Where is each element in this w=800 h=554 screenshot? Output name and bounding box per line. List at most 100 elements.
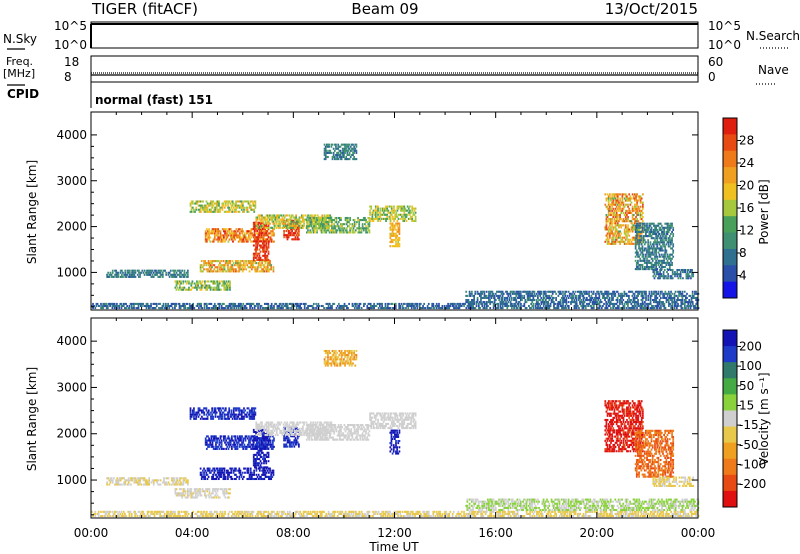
echo-cell: [170, 304, 173, 308]
echo-cell: [323, 158, 326, 161]
echo-cell: [414, 219, 417, 222]
echo-cell: [496, 302, 498, 305]
echo-cell: [328, 216, 331, 220]
echo-cell: [621, 195, 624, 198]
echo-cell: [529, 294, 531, 297]
echo-cell: [267, 232, 270, 235]
echo-cell: [642, 259, 645, 262]
echo-cell: [565, 307, 568, 310]
echo-cell: [249, 206, 252, 209]
echo-cell: [689, 307, 692, 310]
echo-cell: [222, 264, 225, 267]
echo-cell: [280, 214, 283, 217]
echo-cell: [480, 299, 482, 302]
echo-cell: [407, 302, 410, 305]
echo-cell: [317, 304, 320, 308]
echo-cell: [631, 304, 634, 308]
echo-cell: [238, 240, 241, 243]
echo-cell: [295, 222, 297, 225]
nsky-panel-frame: [90, 21, 699, 49]
echo-cell: [649, 301, 652, 304]
echo-cell: [291, 227, 293, 231]
echo-cell: [639, 197, 642, 200]
echo-cell: [175, 275, 178, 278]
echo-cell: [695, 302, 698, 305]
echo-cell: [553, 304, 555, 308]
echo-cell: [636, 199, 639, 202]
echo-cell: [168, 271, 171, 274]
echo-cell: [391, 226, 394, 229]
echo-cell: [672, 233, 675, 236]
echo-cell: [682, 294, 685, 297]
echo-cell: [131, 307, 134, 310]
echo-cell: [217, 282, 220, 285]
echo-cell: [668, 253, 671, 256]
echo-cell: [197, 307, 200, 310]
echo-cell: [267, 216, 270, 219]
echo-cell: [410, 215, 412, 218]
echo-cell: [402, 205, 404, 208]
echo-cell: [219, 234, 222, 237]
echo-cell: [513, 299, 515, 302]
echo-cell: [539, 304, 542, 308]
echo-cell: [654, 251, 656, 254]
echo-cell: [174, 269, 177, 272]
echo-cell: [247, 202, 250, 205]
echo-cell: [108, 512, 110, 515]
echo-cell: [259, 307, 262, 310]
echo-cell: [243, 232, 246, 235]
echo-cell: [614, 230, 617, 233]
echo-cell: [138, 275, 140, 278]
echo-cell: [158, 307, 160, 310]
echo-cell: [105, 302, 108, 305]
echo-cell: [262, 268, 265, 271]
echo-cell: [589, 296, 592, 299]
echo-cell: [548, 294, 551, 297]
echo-cell: [211, 210, 213, 213]
echo-cell: [386, 217, 389, 220]
echo-cell: [236, 236, 239, 239]
echo-cell: [227, 202, 229, 205]
echo-cell: [665, 299, 668, 302]
echo-cell: [346, 149, 349, 152]
echo-cell: [155, 269, 157, 272]
echo-cell: [635, 195, 637, 198]
echo-cell: [320, 223, 323, 226]
echo-cell: [667, 263, 670, 266]
echo-cell: [379, 209, 382, 212]
echo-cell: [395, 211, 398, 214]
echo-cell: [240, 236, 242, 239]
echo-cell: [651, 259, 654, 262]
echo-cell: [546, 301, 548, 304]
echo-cell: [217, 260, 220, 263]
echo-cell: [605, 226, 608, 229]
echo-cell: [323, 221, 325, 224]
echo-cell: [211, 262, 213, 265]
echo-cell: [627, 304, 629, 308]
echo-cell: [159, 271, 162, 274]
echo-cell: [344, 158, 346, 161]
echo-cell: [221, 202, 224, 205]
echo-cell: [249, 304, 251, 308]
echo-cell: [207, 232, 209, 235]
echo-cell: [680, 307, 683, 310]
echo-cell: [630, 211, 633, 214]
echo-cell: [240, 264, 243, 267]
echo-cell: [263, 307, 266, 310]
echo-cell: [391, 217, 394, 220]
echo-cell: [653, 271, 656, 274]
echo-cell: [207, 280, 210, 283]
echo-cell: [626, 294, 629, 297]
echo-cell: [191, 200, 194, 203]
echo-cell: [338, 145, 341, 148]
echo-cell: [330, 216, 333, 219]
echo-cell: [643, 261, 646, 264]
echo-cell: [625, 301, 628, 304]
echo-cell: [234, 238, 237, 241]
echo-cell: [353, 302, 356, 305]
echo-cell: [133, 273, 136, 276]
echo-cell: [384, 213, 386, 216]
echo-cell: [642, 268, 645, 271]
echo-cell: [650, 294, 653, 297]
echo-cell: [300, 302, 303, 305]
